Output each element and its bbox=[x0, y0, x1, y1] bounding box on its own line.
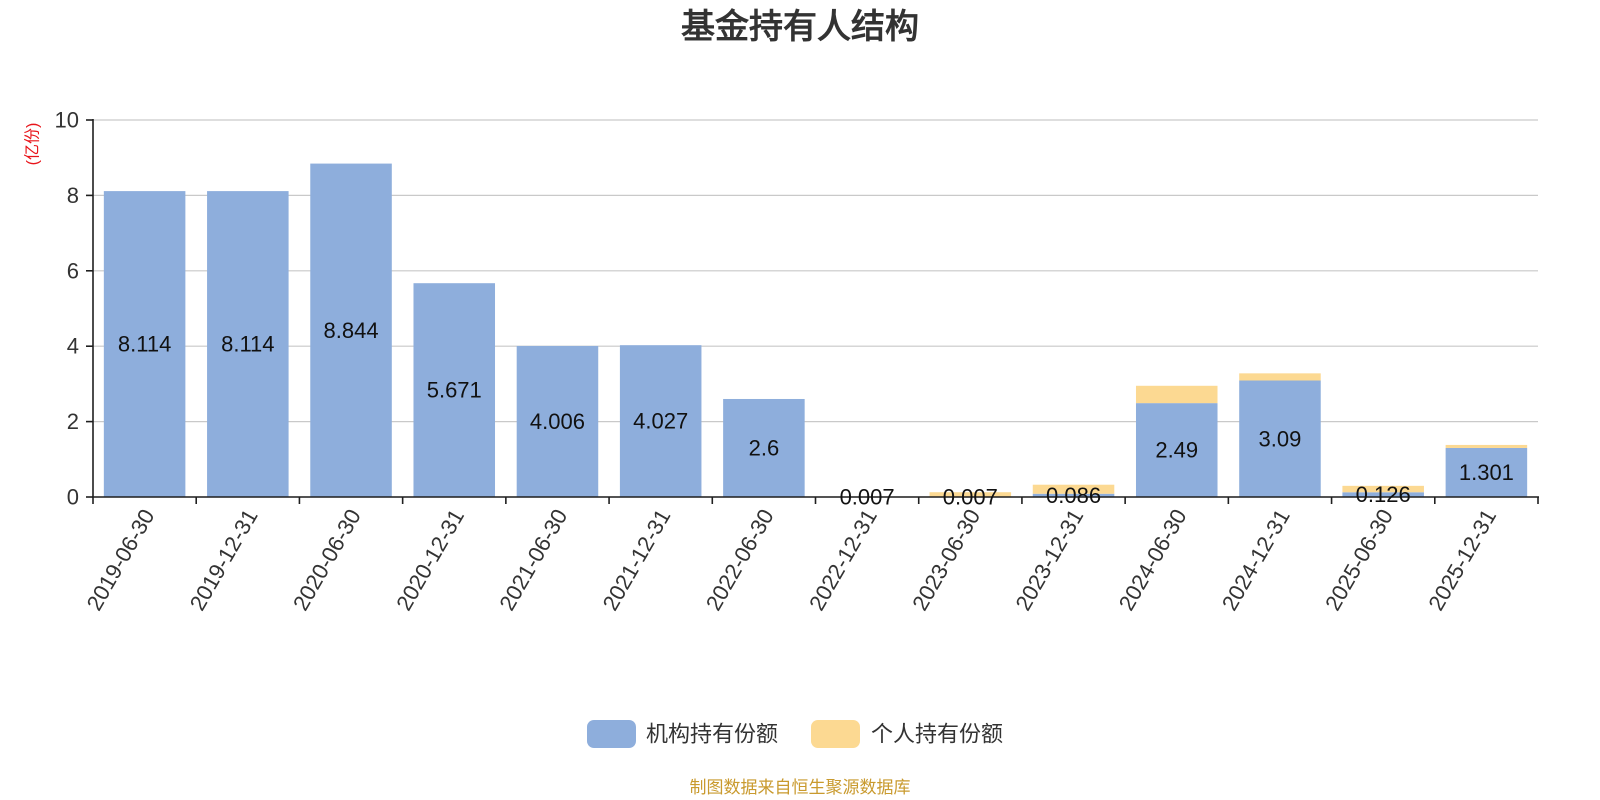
bar-series-1-2023-06-30 bbox=[929, 492, 1012, 497]
data-label-series-0-2021-06-30: 4.006 bbox=[530, 409, 585, 434]
data-label-series-0-2021-12-31: 4.027 bbox=[633, 409, 688, 434]
data-label-series-0-2023-12-31: 0.086 bbox=[1046, 483, 1101, 508]
bar-series-1-2025-12-31 bbox=[1445, 444, 1528, 448]
legend-label-institution: 机构持有份额 bbox=[646, 722, 778, 747]
x-tick-label-2019-06-30: 2019-06-30 bbox=[82, 505, 160, 615]
bar-series-0-2019-06-30 bbox=[103, 191, 186, 497]
data-label-series-0-2024-06-30: 2.49 bbox=[1155, 438, 1198, 463]
x-tick-label-2024-12-31: 2024-12-31 bbox=[1217, 505, 1295, 615]
data-label-series-0-2024-12-31: 3.09 bbox=[1259, 426, 1302, 451]
x-tick-label-2022-12-31: 2022-12-31 bbox=[804, 505, 882, 615]
bar-series-0-2021-06-30 bbox=[516, 345, 599, 497]
data-label-series-0-2025-12-31: 1.301 bbox=[1459, 460, 1514, 485]
y-tick-label-4: 4 bbox=[67, 334, 79, 359]
bar-series-0-2024-06-30 bbox=[1135, 403, 1218, 497]
x-tick-label-2020-12-31: 2020-12-31 bbox=[391, 505, 469, 615]
bar-series-1-2025-06-30 bbox=[1342, 485, 1424, 493]
x-tick-label-2021-06-30: 2021-06-30 bbox=[494, 505, 572, 615]
data-labels: 8.114 8.114 8.844 5.671 4.006 4.027 2.6 0.007 0.… bbox=[118, 318, 1514, 510]
bar-series-0-2021-12-31 bbox=[619, 345, 702, 497]
legend-label-individual: 个人持有份额 bbox=[871, 722, 1003, 747]
chart-title: 基金持有人结构 bbox=[681, 7, 919, 46]
data-label-series-0-2023-06-30: 0.007 bbox=[943, 484, 998, 509]
data-label-series-0-2025-06-30: 0.126 bbox=[1356, 482, 1411, 507]
bar-series-0-2024-12-31 bbox=[1239, 380, 1321, 497]
bar-series-0-2020-06-30 bbox=[310, 163, 392, 497]
x-tick-label-2024-06-30: 2024-06-30 bbox=[1114, 505, 1192, 615]
data-label-series-0-2022-12-31: 0.007 bbox=[840, 484, 895, 509]
bar-series-1-2023-12-31 bbox=[1032, 484, 1115, 494]
legend-swatch-institution bbox=[587, 720, 636, 748]
x-tick-label-2021-12-31: 2021-12-31 bbox=[598, 505, 676, 615]
y-tick-label-2: 2 bbox=[67, 409, 79, 434]
bars bbox=[103, 163, 1528, 498]
data-label-series-0-2019-06-30: 8.114 bbox=[118, 332, 171, 357]
x-tick-label-2020-06-30: 2020-06-30 bbox=[288, 505, 366, 615]
x-tick-label-2023-12-31: 2023-12-31 bbox=[1010, 505, 1088, 615]
data-label-series-0-2020-12-31: 5.671 bbox=[427, 378, 482, 403]
bar-series-0-2025-12-31 bbox=[1445, 447, 1528, 497]
bar-series-0-2020-12-31 bbox=[413, 283, 496, 497]
legend-item-individual[interactable]: 个人持有份额 bbox=[811, 720, 1003, 748]
bar-series-0-2023-12-31 bbox=[1032, 493, 1115, 497]
x-tick-label-2022-06-30: 2022-06-30 bbox=[701, 505, 779, 615]
y-tick-label-0: 0 bbox=[67, 485, 79, 510]
gridlines bbox=[93, 119, 1538, 498]
legend: 机构持有份额 个人持有份额 bbox=[587, 720, 1003, 748]
data-label-series-0-2022-06-30: 2.6 bbox=[749, 435, 780, 460]
y-axis-unit-label: (亿份) bbox=[24, 123, 42, 166]
bar-series-1-2024-06-30 bbox=[1135, 385, 1218, 404]
bar-series-0-2022-06-30 bbox=[723, 398, 805, 497]
x-tick-label-2023-06-30: 2023-06-30 bbox=[907, 505, 985, 615]
data-label-series-0-2020-06-30: 8.844 bbox=[324, 318, 379, 343]
y-tick-label-8: 8 bbox=[67, 183, 79, 208]
x-tick-label-2025-12-31: 2025-12-31 bbox=[1423, 505, 1501, 615]
y-tick-label-10: 10 bbox=[55, 108, 79, 133]
legend-swatch-individual bbox=[811, 720, 860, 748]
legend-item-institution[interactable]: 机构持有份额 bbox=[587, 720, 778, 748]
x-tick-label-2019-12-31: 2019-12-31 bbox=[185, 505, 263, 615]
source-note: 制图数据来自恒生聚源数据库 bbox=[690, 778, 911, 797]
x-tick-label-2025-06-30: 2025-06-30 bbox=[1320, 505, 1398, 615]
bar-series-0-2019-12-31 bbox=[207, 191, 289, 497]
bar-series-0-2025-06-30 bbox=[1342, 492, 1424, 497]
data-label-series-0-2019-12-31: 8.114 bbox=[221, 332, 274, 357]
bar-series-1-2024-12-31 bbox=[1239, 373, 1321, 381]
y-tick-label-6: 6 bbox=[67, 258, 79, 283]
